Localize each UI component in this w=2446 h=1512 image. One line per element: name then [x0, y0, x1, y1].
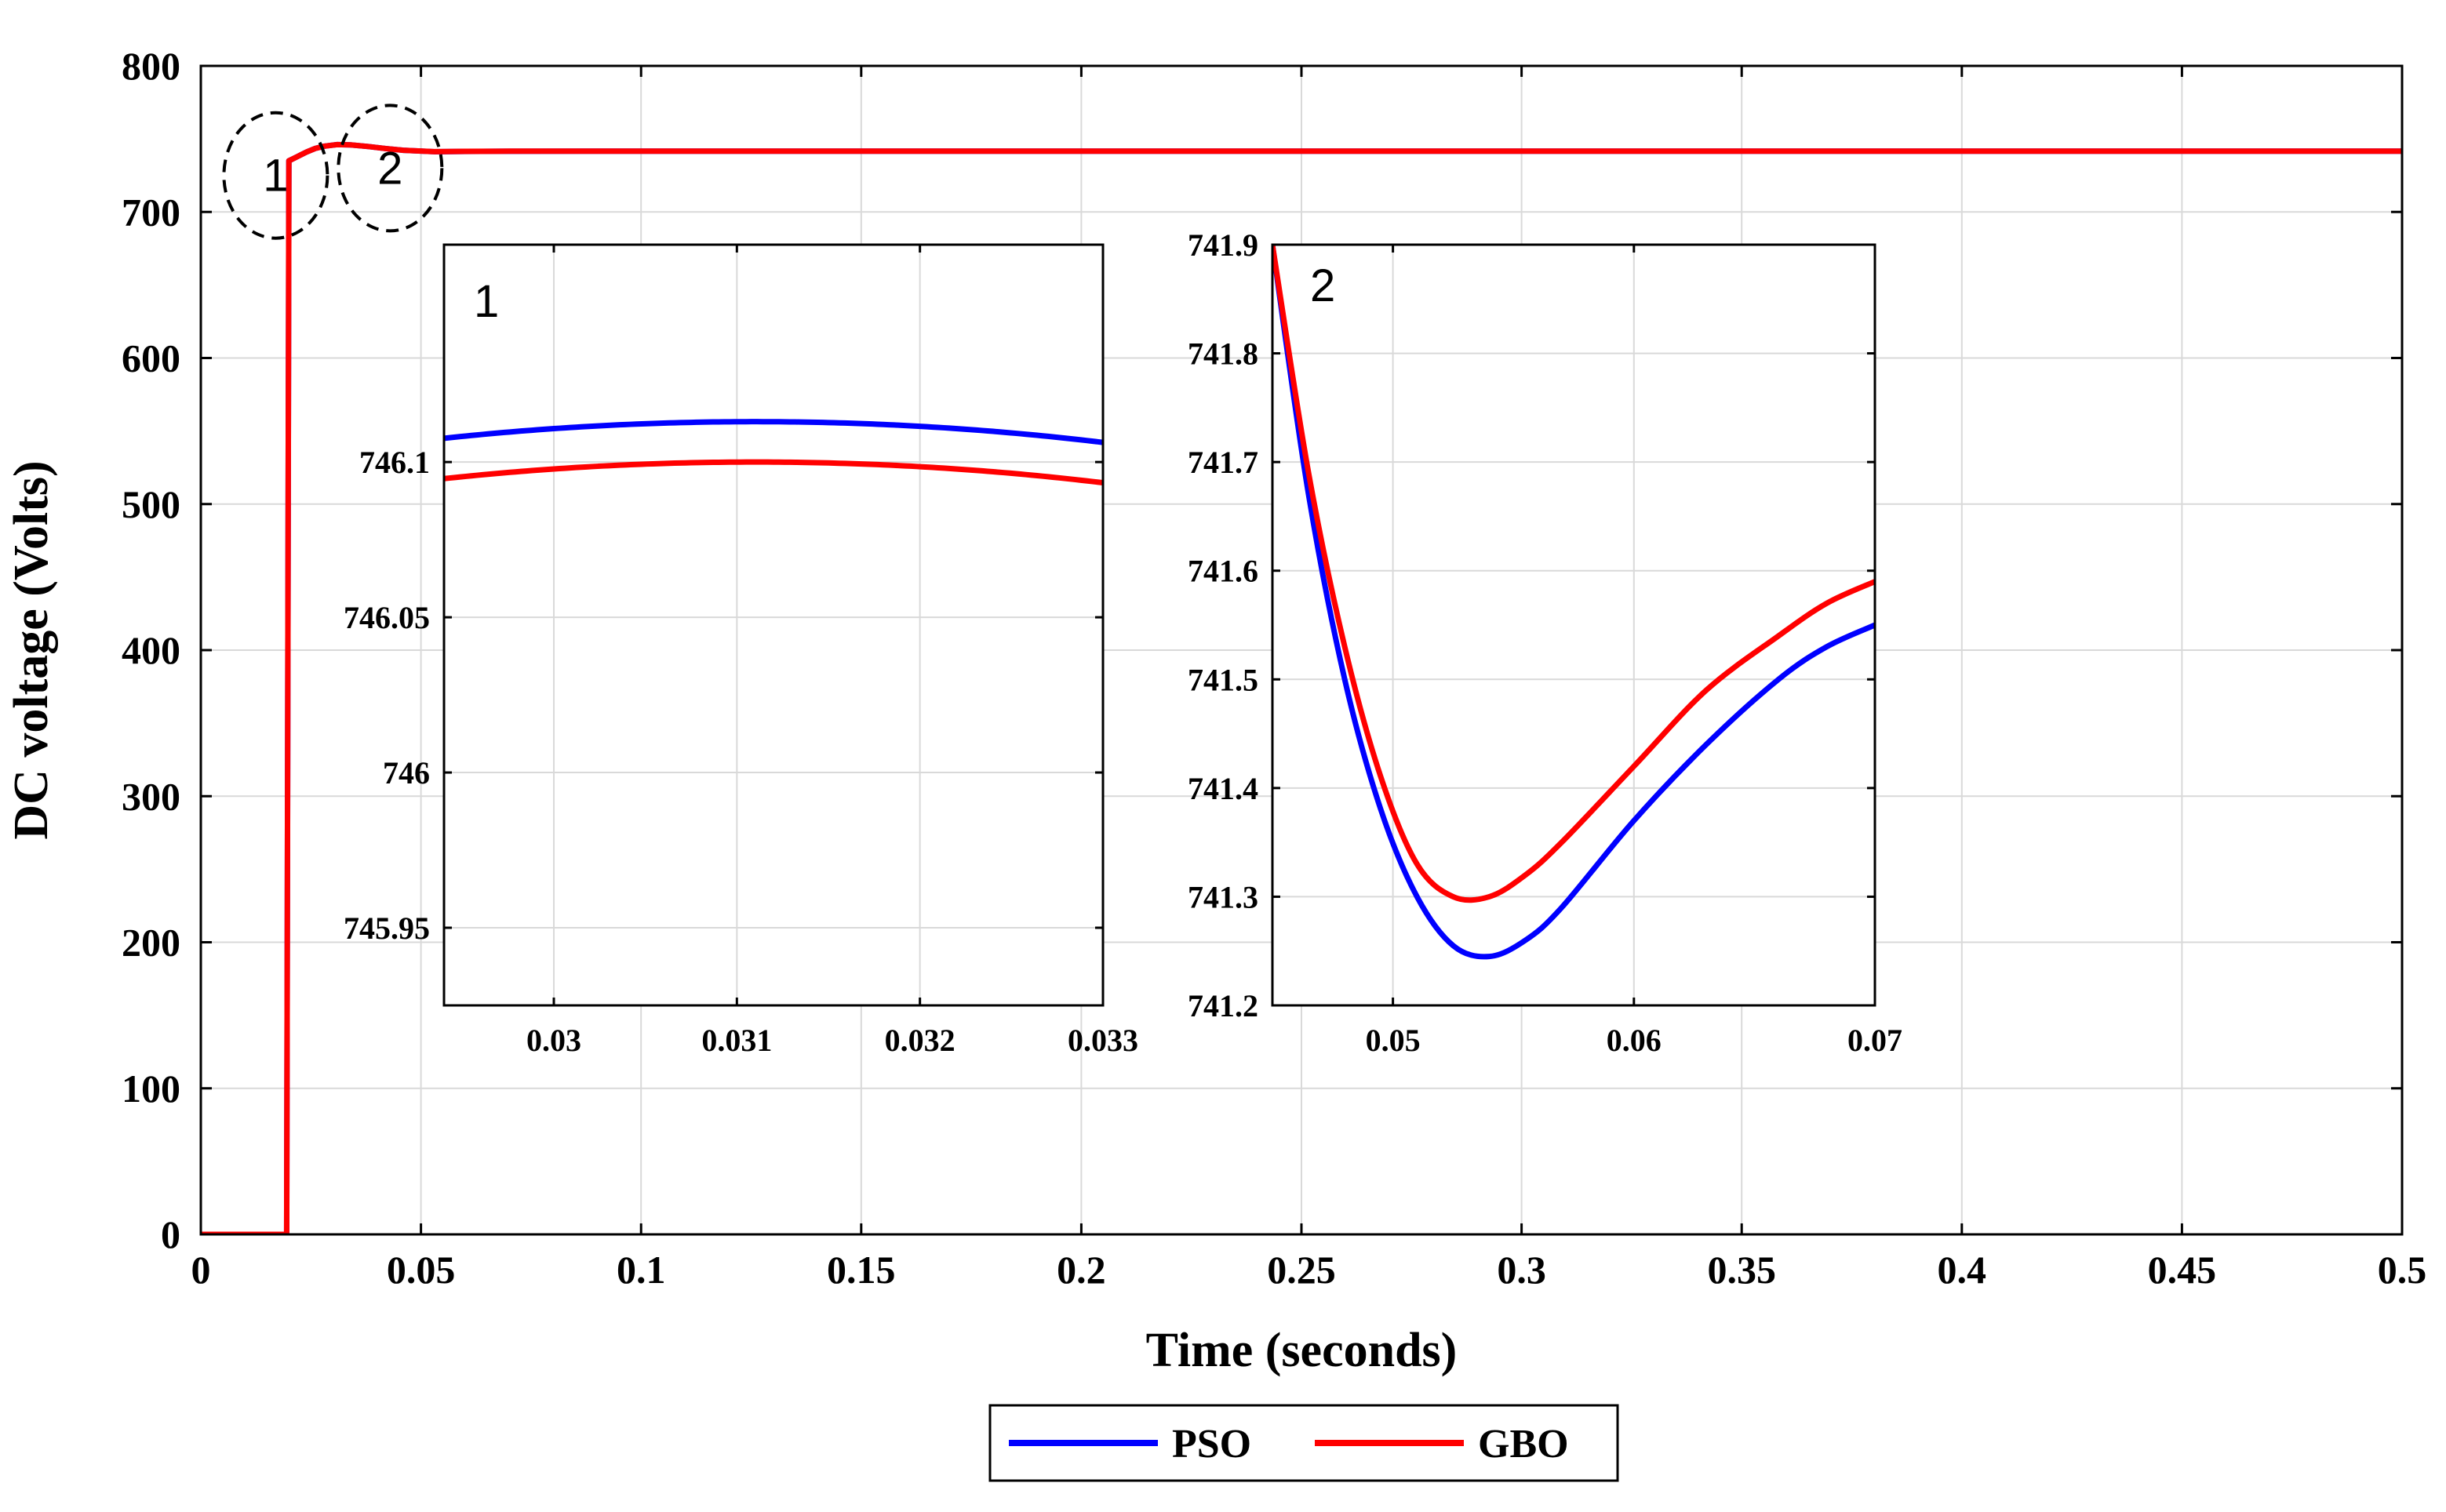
inset1-x-tick-label: 0.03 [526, 1023, 581, 1058]
main-y-tick-label: 600 [122, 336, 180, 380]
inset1-background [444, 245, 1103, 1005]
zoom-callout-circle-2 [337, 104, 444, 233]
inset2-y-tick-label: 741.3 [1188, 879, 1258, 914]
inset1-x-tick-label: 0.032 [885, 1023, 955, 1058]
main-y-tick-label: 800 [122, 44, 180, 88]
inset1-title: 1 [474, 276, 499, 327]
inset2-series-pso-line [1272, 245, 1875, 960]
inset2-x-tick-label: 0.05 [1366, 1023, 1421, 1058]
inset-plot-2: 0.05 0.06 0.07 741.2 741.3 741.4 741.5 741.6 741… [1188, 227, 1902, 1058]
main-y-tick-label: 100 [122, 1067, 180, 1110]
inset2-y-tick-label: 741.4 [1188, 771, 1258, 806]
inset-plot-1: 0.03 0.031 0.032 0.033 745.95 746 746.05 746.1 1 [344, 243, 1138, 1058]
inset1-y-tick-label: 746 [383, 755, 430, 791]
main-x-tick-label: 0.2 [1057, 1248, 1106, 1292]
main-y-tick-label: 400 [122, 628, 180, 672]
inset2-background [1272, 245, 1875, 1005]
main-x-tick-label: 0.3 [1497, 1248, 1546, 1292]
inset2-y-tick-label: 741.5 [1188, 662, 1258, 697]
inset1-series-gbo-line [444, 459, 1103, 486]
inset2-y-tick-label: 741.9 [1188, 227, 1258, 263]
inset1-x-tick-label: 0.033 [1068, 1023, 1138, 1058]
main-y-tick-label: 700 [122, 190, 180, 234]
inset2-y-tick-label: 741.8 [1188, 336, 1258, 372]
inset2-y-tick-label: 741.7 [1188, 445, 1258, 480]
inset2-x-tick-label: 0.06 [1607, 1023, 1662, 1058]
main-x-tick-label: 0.35 [1707, 1248, 1776, 1292]
inset1-frame [442, 243, 1105, 1007]
main-y-tick-label: 0 [161, 1212, 180, 1256]
inset2-series-gbo-line [1272, 245, 1875, 903]
inset1-y-tick-label: 745.95 [344, 910, 430, 946]
main-x-tick-label: 0.45 [2148, 1248, 2217, 1292]
inset1-y-tick-label: 746.05 [344, 600, 430, 635]
main-x-tick-label: 0.1 [617, 1248, 666, 1292]
zoom-callout-label-1: 1 [263, 151, 288, 202]
legend-label-gbo: GBO [1478, 1422, 1569, 1467]
main-series-gbo-line [201, 141, 2402, 1234]
legend-label-pso: PSO [1172, 1422, 1251, 1467]
main-x-tick-label: 0.15 [827, 1248, 896, 1292]
inset2-x-tick-label: 0.07 [1847, 1023, 1902, 1058]
inset1-series-pso-line [444, 419, 1103, 445]
zoom-callout-circle-1 [222, 111, 329, 240]
x-axis-title: Time (seconds) [1146, 1324, 1458, 1377]
main-x-tick-label: 0.5 [2378, 1248, 2427, 1292]
main-y-tick-label: 300 [122, 774, 180, 818]
inset1-y-tick-label: 746.1 [359, 445, 430, 480]
main-x-tick-label: 0.4 [1938, 1248, 1987, 1292]
y-axis-title: DC voltage (Volts) [5, 460, 58, 839]
legend: PSO GBO [988, 1404, 1619, 1482]
main-x-tick-label: 0.05 [387, 1248, 456, 1292]
inset2-y-tick-label: 741.6 [1188, 554, 1258, 589]
main-x-tick-label: 0.25 [1267, 1248, 1336, 1292]
main-y-tick-label: 200 [122, 921, 180, 965]
inset2-y-tick-label: 741.2 [1188, 988, 1258, 1023]
main-y-tick-label: 500 [122, 482, 180, 526]
inset1-x-tick-label: 0.031 [701, 1023, 772, 1058]
main-x-tick-label: 0 [191, 1248, 211, 1292]
zoom-callout-label-2: 2 [377, 143, 402, 194]
inset2-title: 2 [1310, 260, 1335, 311]
inset2-frame [1271, 243, 1876, 1007]
